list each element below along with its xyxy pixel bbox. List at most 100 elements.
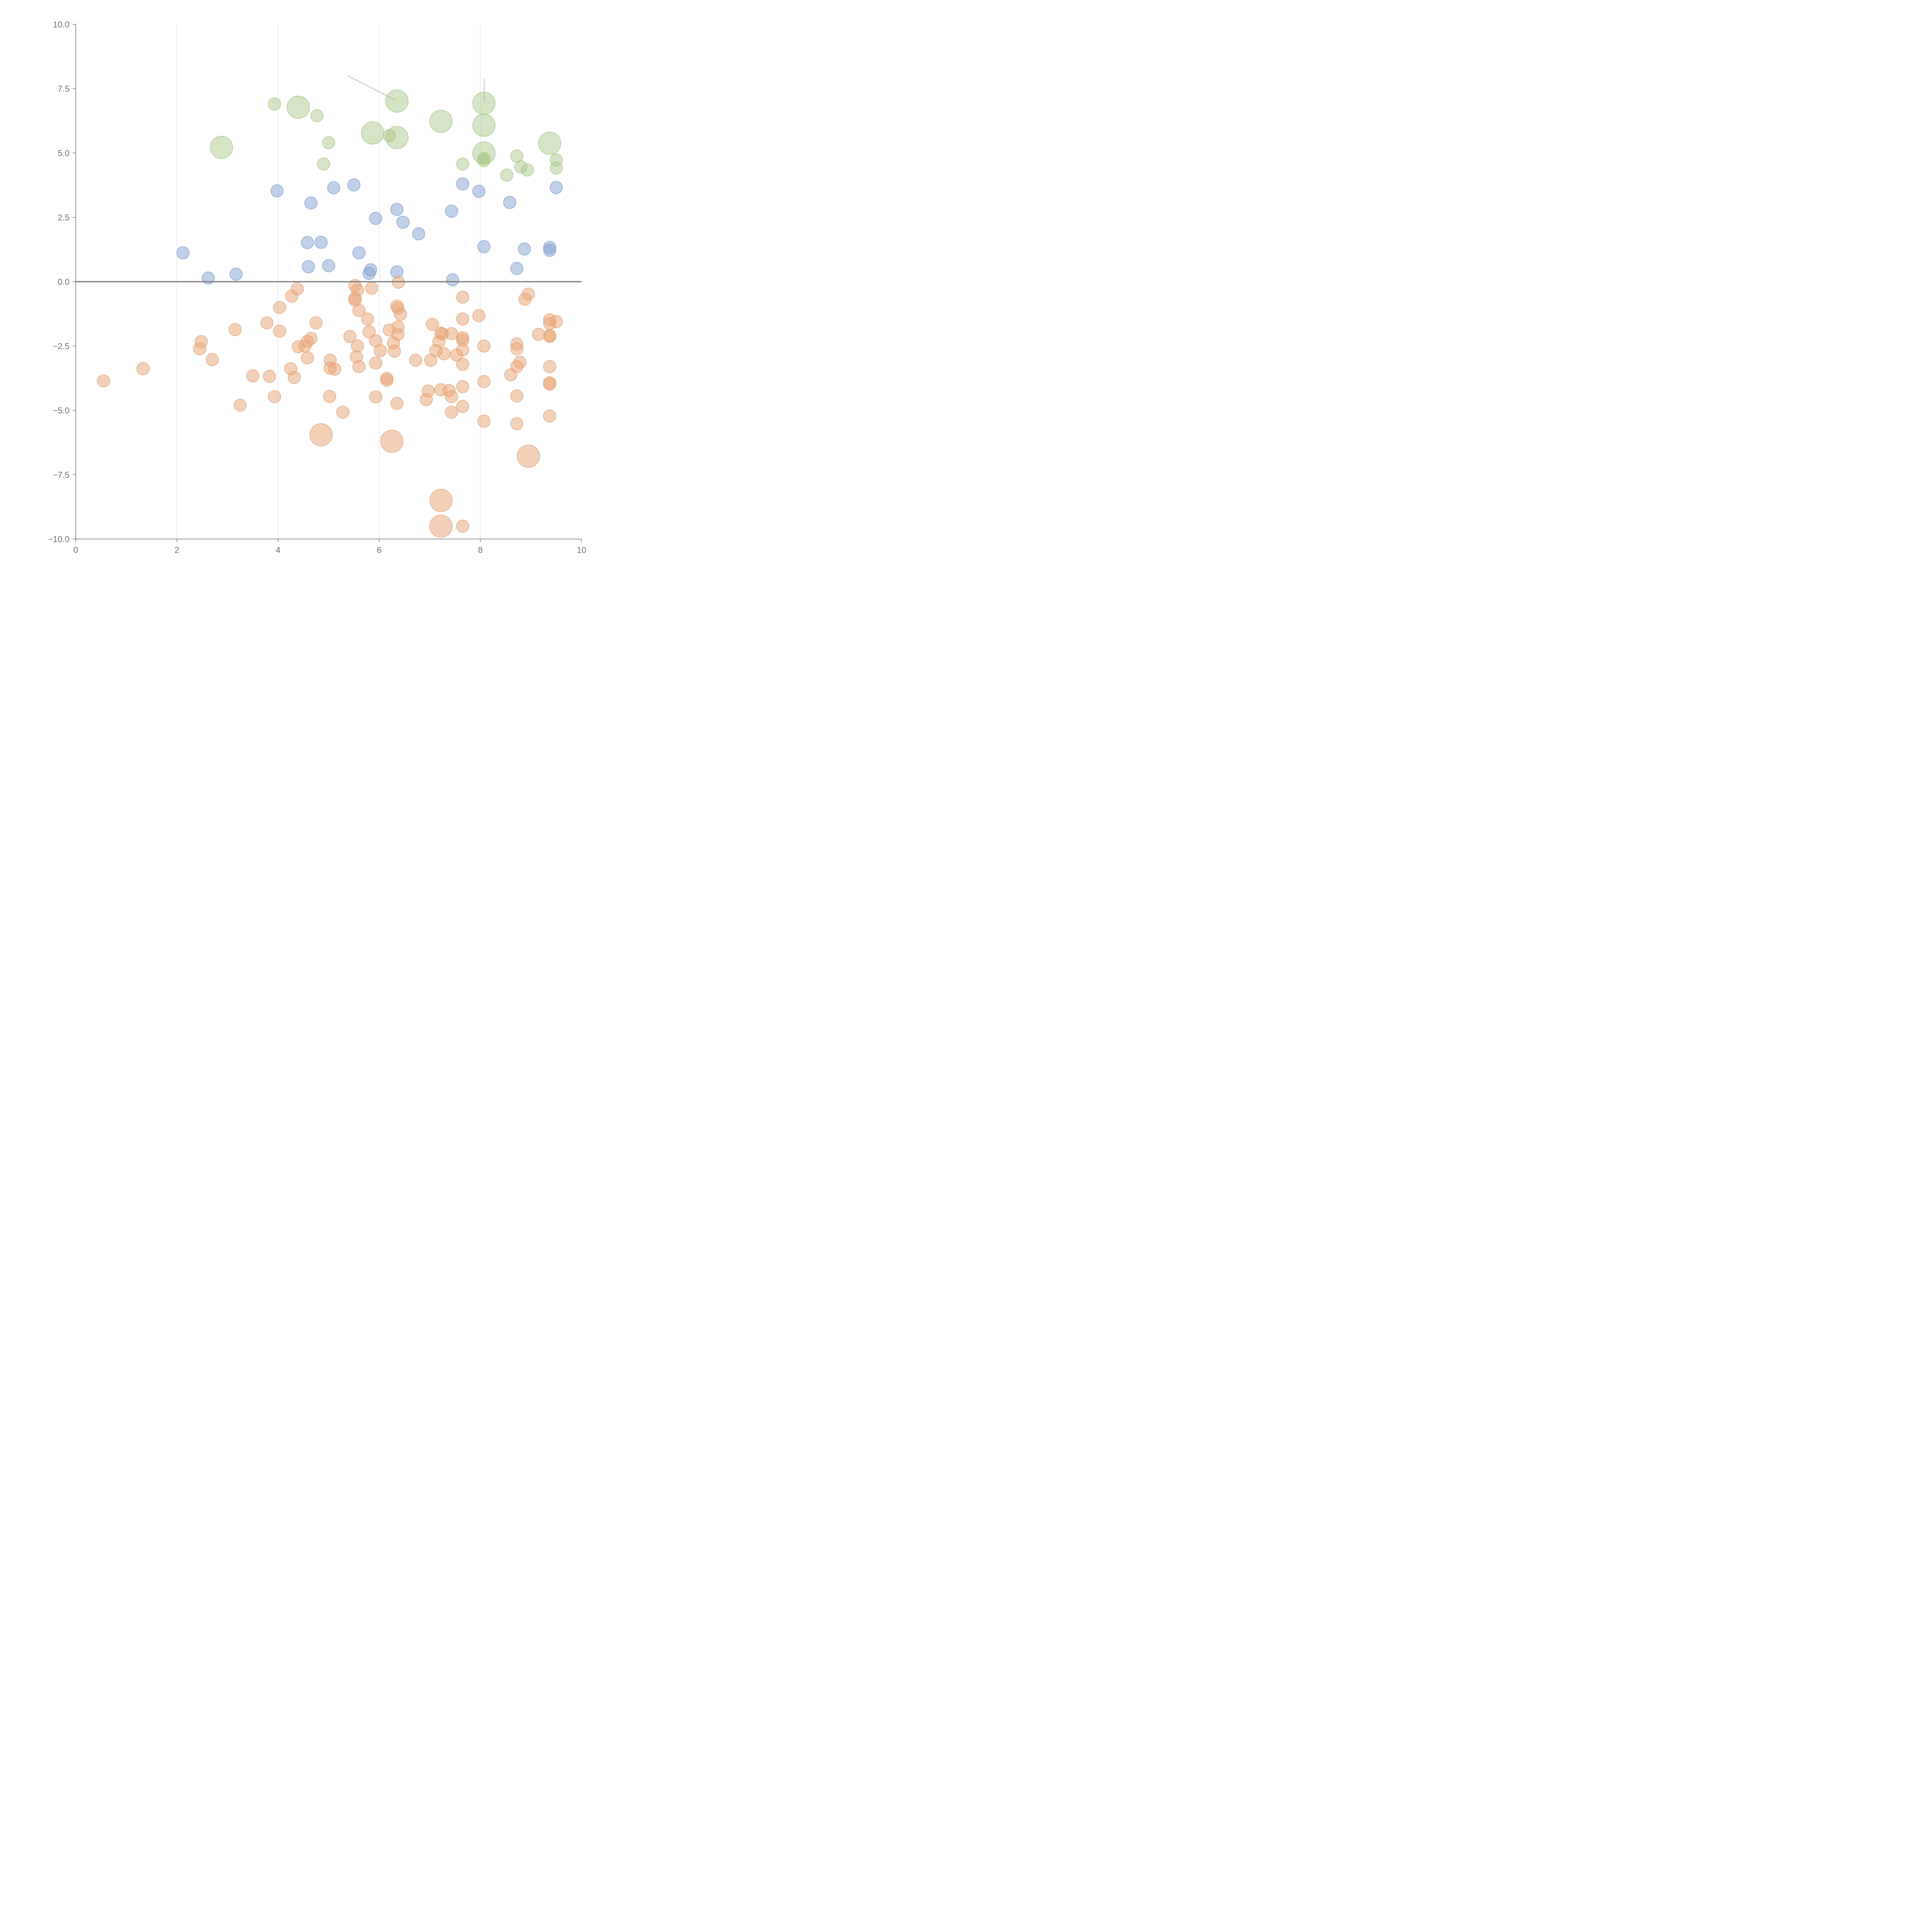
data-point bbox=[394, 308, 407, 321]
data-point bbox=[328, 362, 341, 376]
data-point bbox=[517, 444, 540, 468]
data-point bbox=[477, 415, 491, 428]
data-point bbox=[409, 354, 422, 367]
data-point bbox=[456, 380, 469, 393]
data-point bbox=[260, 316, 274, 330]
data-point bbox=[336, 405, 349, 419]
data-point bbox=[510, 262, 524, 275]
data-point bbox=[310, 423, 333, 447]
y-tick-label: −10.0 bbox=[48, 534, 70, 544]
data-point bbox=[287, 95, 310, 119]
data-point bbox=[456, 358, 469, 371]
data-point bbox=[369, 356, 382, 370]
data-point bbox=[426, 318, 439, 331]
data-point bbox=[304, 196, 318, 209]
data-point bbox=[446, 273, 459, 287]
data-point bbox=[445, 390, 458, 403]
data-point bbox=[310, 316, 323, 330]
data-point bbox=[396, 216, 410, 229]
data-point bbox=[362, 325, 376, 338]
data-point bbox=[456, 519, 469, 533]
data-point bbox=[385, 126, 408, 149]
y-tick-label: −2.5 bbox=[53, 342, 70, 351]
data-point bbox=[549, 181, 563, 194]
data-point bbox=[268, 390, 281, 403]
annotation-leader-line bbox=[347, 75, 396, 101]
x-tick-label: 0 bbox=[73, 545, 78, 555]
data-point bbox=[302, 260, 315, 274]
data-point bbox=[445, 405, 458, 419]
data-point bbox=[500, 168, 514, 182]
data-point bbox=[268, 97, 281, 111]
data-point bbox=[301, 236, 314, 249]
x-tick-label: 6 bbox=[377, 545, 381, 555]
data-point bbox=[301, 351, 314, 364]
data-point bbox=[230, 267, 243, 281]
scatter-chart: 0 2 4 6 8 10 10.0 7.5 5.0 2.5 0.0 −2.5 −5.0 −7.5 −10.0 bbox=[48, 20, 586, 555]
data-point bbox=[412, 227, 425, 240]
data-point bbox=[323, 390, 336, 403]
data-point bbox=[202, 271, 215, 285]
data-point bbox=[362, 267, 376, 280]
data-point bbox=[456, 177, 469, 190]
data-point bbox=[206, 353, 219, 366]
x-tick-label: 2 bbox=[175, 545, 179, 555]
data-point bbox=[233, 398, 247, 412]
data-point bbox=[477, 375, 491, 388]
data-point bbox=[347, 178, 361, 192]
data-point bbox=[351, 339, 364, 353]
data-point bbox=[532, 328, 545, 341]
data-point bbox=[317, 157, 330, 171]
data-point bbox=[361, 312, 374, 326]
data-point bbox=[445, 327, 458, 340]
data-point bbox=[420, 393, 433, 406]
data-point bbox=[210, 136, 233, 159]
data-point bbox=[388, 345, 401, 358]
data-point bbox=[352, 360, 366, 373]
data-point bbox=[543, 330, 556, 343]
data-point bbox=[510, 389, 524, 403]
data-point bbox=[510, 417, 524, 430]
data-point bbox=[510, 342, 524, 355]
data-point bbox=[477, 339, 491, 353]
data-point bbox=[477, 240, 491, 253]
data-point bbox=[315, 236, 328, 249]
data-point bbox=[270, 184, 284, 197]
y-tick-label: 2.5 bbox=[58, 213, 70, 223]
data-point bbox=[273, 301, 286, 314]
data-point bbox=[437, 347, 451, 361]
data-point bbox=[472, 114, 496, 137]
bubble-layer bbox=[97, 89, 563, 538]
annotation-leader-lines bbox=[347, 75, 485, 102]
data-point bbox=[472, 185, 486, 198]
data-point bbox=[343, 330, 357, 343]
data-point bbox=[136, 362, 150, 375]
y-tick-label: −7.5 bbox=[53, 470, 70, 480]
data-point bbox=[518, 293, 532, 306]
data-point bbox=[390, 203, 403, 216]
y-tick-label: 10.0 bbox=[53, 20, 70, 29]
data-point bbox=[369, 390, 382, 404]
data-point bbox=[456, 157, 469, 171]
data-point bbox=[228, 323, 242, 336]
y-tick-label: 0.0 bbox=[58, 277, 70, 287]
data-point bbox=[263, 370, 276, 383]
data-point bbox=[472, 309, 486, 322]
data-point bbox=[543, 378, 556, 391]
axis-layer: 0 2 4 6 8 10 10.0 7.5 5.0 2.5 0.0 −2.5 −5.0 −7.5 −10.0 bbox=[48, 20, 586, 555]
data-point bbox=[385, 89, 408, 113]
data-point bbox=[380, 374, 393, 387]
data-point bbox=[543, 409, 556, 423]
data-point bbox=[193, 342, 206, 355]
data-point bbox=[477, 154, 491, 167]
data-point bbox=[456, 400, 469, 413]
data-point bbox=[429, 514, 452, 538]
data-point bbox=[456, 291, 469, 304]
data-point bbox=[374, 344, 387, 357]
data-point bbox=[246, 369, 259, 383]
data-point bbox=[538, 131, 561, 155]
data-point bbox=[369, 212, 382, 225]
x-tick-label: 4 bbox=[276, 545, 280, 555]
data-point bbox=[176, 246, 190, 260]
data-point bbox=[429, 110, 452, 133]
